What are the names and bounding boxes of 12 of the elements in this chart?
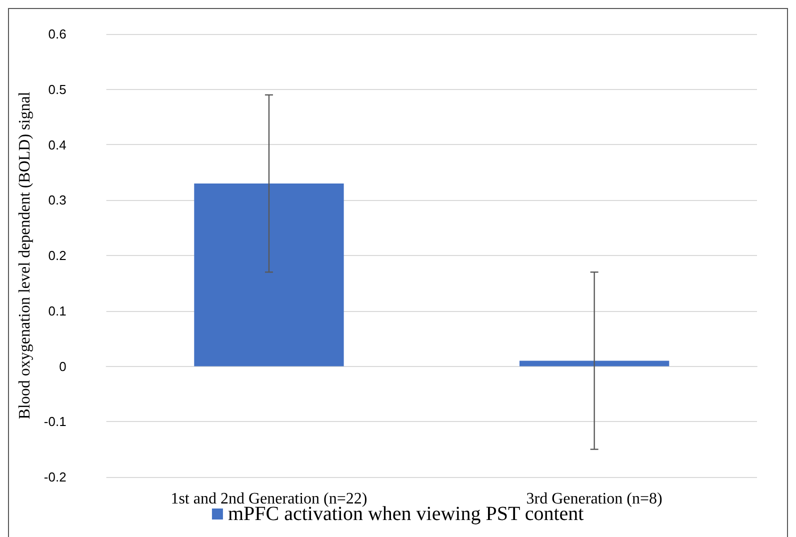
- y-tick-label: -0.2: [44, 470, 66, 484]
- x-tick-label: 1st and 2nd Generation (n=22): [170, 490, 368, 508]
- y-tick-label: 0: [59, 358, 66, 374]
- y-axis-title: Blood oxygenation level dependent (BOLD) signal: [16, 91, 34, 420]
- y-tick-label: 0.2: [48, 248, 66, 263]
- x-tick-label: 3rd Generation (n=8): [526, 490, 662, 508]
- y-tick-label: 0.5: [48, 82, 66, 97]
- y-tick-label: -0.1: [44, 414, 66, 430]
- y-tick-label: 0.6: [48, 26, 66, 42]
- y-tick-label: 0.3: [48, 192, 66, 208]
- y-tick-label: 0.1: [48, 303, 66, 318]
- y-tick-label: 0.4: [48, 137, 66, 152]
